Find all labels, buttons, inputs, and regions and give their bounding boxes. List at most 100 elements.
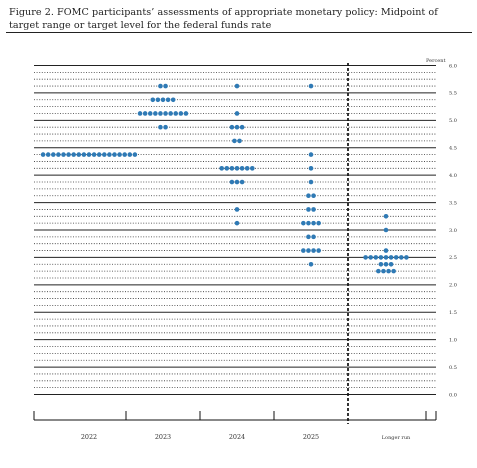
dot-longer-run <box>388 261 394 267</box>
dot-longer-run <box>378 261 384 267</box>
dot-longer-run <box>383 255 389 260</box>
dot-longer-run <box>381 268 386 274</box>
x-category-label: 2025 <box>303 433 319 441</box>
dot-2024 <box>234 179 240 185</box>
dot-2023 <box>158 83 163 89</box>
dot-2025 <box>311 248 316 253</box>
dot-2024 <box>234 207 240 212</box>
dot-2022 <box>107 152 112 157</box>
dot-2022 <box>81 152 87 157</box>
dot-2023 <box>163 83 168 89</box>
dot-2022 <box>61 152 66 157</box>
gridlines <box>34 65 436 395</box>
dot-2022 <box>117 152 122 157</box>
dot-2025 <box>311 220 316 226</box>
dot-2025 <box>301 248 306 253</box>
dot-2023 <box>173 111 179 116</box>
y-tick-label: 1.0 <box>449 337 457 343</box>
y-tick-label: 5.5 <box>449 91 457 97</box>
dot-2023 <box>165 97 171 103</box>
dot-2022 <box>66 152 71 157</box>
dot-2024 <box>239 124 245 130</box>
y-tick-label: 3.5 <box>449 200 457 206</box>
dot-2024 <box>234 111 240 116</box>
dot-2025 <box>308 83 314 89</box>
dot-2025 <box>308 152 314 157</box>
dot-2022 <box>51 152 56 157</box>
dot-2022 <box>122 152 127 157</box>
dot-2025 <box>316 220 321 226</box>
dot-2024 <box>232 138 237 144</box>
dot-2025 <box>306 248 311 253</box>
dot-2024 <box>234 124 240 130</box>
y-tick-label: 3.0 <box>449 228 457 234</box>
y-tick-label: 0.5 <box>449 365 457 371</box>
dot-2024 <box>224 166 230 171</box>
dot-2025 <box>311 193 316 199</box>
dots <box>40 83 409 274</box>
dot-longer-run <box>399 255 404 260</box>
dot-2022 <box>127 152 133 157</box>
dot-longer-run <box>404 255 409 260</box>
dot-2023 <box>178 111 184 116</box>
x-category-label: 2023 <box>155 433 171 441</box>
dot-2025 <box>306 207 311 212</box>
y-tick-label: 5.0 <box>449 118 457 124</box>
dot-2022 <box>86 152 92 157</box>
dot-2025 <box>306 234 311 240</box>
dot-2023 <box>142 111 148 116</box>
dot-longer-run <box>373 255 379 260</box>
y-tick-label: 0.0 <box>449 392 457 398</box>
dot-2025 <box>306 220 311 226</box>
labels: 0.0 0.5 1.0 1.5 2.0 2.5 3.0 3.5 4.0 4.5 5.0 5.5 6.0 P… <box>81 58 457 441</box>
dot-2023 <box>168 111 173 116</box>
dot-2024 <box>234 220 240 226</box>
dot-2022 <box>96 152 102 157</box>
dot-longer-run <box>363 255 368 260</box>
dot-2024 <box>239 166 245 171</box>
dot-longer-run <box>383 227 389 233</box>
dot-2024 <box>229 179 235 185</box>
dot-2023 <box>160 97 166 103</box>
dot-2023 <box>155 97 161 103</box>
dot-2022 <box>112 152 117 157</box>
dot-2025 <box>308 166 314 171</box>
dot-2025 <box>306 193 311 199</box>
dot-longer-run <box>378 255 384 260</box>
dot-2024 <box>250 166 255 171</box>
dot-2022 <box>45 152 51 157</box>
dot-2024 <box>234 166 240 171</box>
dot-2023 <box>137 111 143 116</box>
y-tick-label: 6.0 <box>449 63 457 69</box>
dot-2022 <box>76 152 82 157</box>
dot-longer-run <box>393 255 399 260</box>
y-tick-label: 4.5 <box>449 146 457 152</box>
dot-2023 <box>147 111 153 116</box>
axes <box>33 63 437 424</box>
dot-2024 <box>229 166 235 171</box>
dot-2025 <box>311 207 316 212</box>
dot-longer-run <box>391 268 396 274</box>
dot-2023 <box>163 111 168 116</box>
dot-2024 <box>239 179 245 185</box>
dot-2023 <box>153 111 158 116</box>
dot-2022 <box>102 152 107 157</box>
dot-2024 <box>219 166 224 171</box>
dot-2024 <box>229 124 235 130</box>
dot-2023 <box>170 97 176 103</box>
dot-longer-run <box>368 255 374 260</box>
dot-longer-run <box>376 268 381 274</box>
dot-2022 <box>91 152 97 157</box>
dot-2022 <box>132 152 138 157</box>
x-category-label: 2024 <box>229 433 245 441</box>
dot-2024 <box>244 166 250 171</box>
dot-2025 <box>316 248 321 253</box>
dot-longer-run <box>383 248 389 253</box>
dot-2025 <box>311 234 316 240</box>
x-category-label: Longer run <box>382 435 411 441</box>
figure-title: Figure 2. FOMC participants’ assessments… <box>9 7 438 31</box>
x-category-label: 2022 <box>81 433 97 441</box>
dot-2024 <box>237 138 242 144</box>
dot-2022 <box>56 152 61 157</box>
